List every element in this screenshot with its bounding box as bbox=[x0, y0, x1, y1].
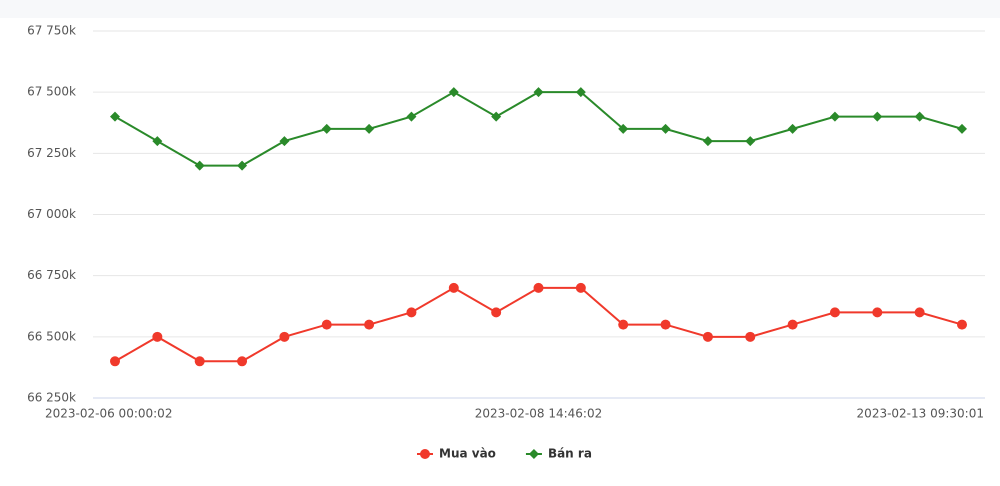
point bbox=[702, 331, 713, 342]
point bbox=[279, 331, 290, 342]
point bbox=[110, 111, 120, 122]
point bbox=[237, 160, 248, 171]
point bbox=[152, 331, 163, 342]
point bbox=[321, 319, 332, 330]
y-tick-label: 67 500k bbox=[27, 85, 76, 99]
point bbox=[702, 136, 713, 147]
point bbox=[491, 111, 502, 122]
point bbox=[660, 319, 671, 330]
point bbox=[406, 307, 417, 318]
point bbox=[957, 319, 967, 330]
point bbox=[194, 356, 205, 367]
point bbox=[745, 331, 756, 342]
point bbox=[448, 282, 459, 293]
legend-label: Mua vào bbox=[439, 447, 496, 461]
legend-marker bbox=[528, 449, 539, 459]
point bbox=[406, 111, 417, 122]
point bbox=[152, 136, 163, 147]
y-tick-label: 66 250k bbox=[27, 391, 76, 405]
point bbox=[957, 123, 967, 134]
point bbox=[575, 282, 586, 293]
point bbox=[364, 123, 375, 134]
point bbox=[194, 160, 205, 171]
point bbox=[618, 123, 629, 134]
point bbox=[829, 111, 840, 122]
y-tick-label: 66 500k bbox=[27, 329, 76, 343]
point bbox=[872, 307, 883, 318]
top-strip bbox=[0, 0, 1000, 18]
point bbox=[448, 87, 459, 98]
point bbox=[829, 307, 840, 318]
point bbox=[491, 307, 502, 318]
point bbox=[533, 87, 544, 98]
point bbox=[321, 123, 332, 134]
series-line bbox=[114, 286, 963, 363]
y-tick-label: 67 000k bbox=[27, 207, 76, 221]
y-tick-label: 67 750k bbox=[27, 24, 76, 38]
point bbox=[237, 356, 248, 367]
legend: Mua vào Bán ra bbox=[417, 447, 592, 461]
point bbox=[914, 111, 925, 122]
point bbox=[533, 282, 544, 293]
point bbox=[872, 111, 883, 122]
x-tick-label: 2023-02-13 09:30:01 bbox=[857, 407, 984, 421]
point bbox=[618, 319, 629, 330]
point bbox=[660, 123, 671, 134]
point bbox=[914, 307, 925, 318]
point bbox=[279, 136, 290, 147]
x-tick-label: 2023-02-08 14:46:02 bbox=[475, 407, 602, 421]
legend-marker bbox=[420, 449, 430, 459]
point bbox=[364, 319, 375, 330]
series-line bbox=[114, 91, 963, 167]
x-tick-label: 2023-02-06 00:00:02 bbox=[45, 407, 172, 421]
legend-label: Bán ra bbox=[548, 447, 592, 461]
point bbox=[575, 87, 586, 98]
point bbox=[787, 123, 798, 134]
point bbox=[787, 319, 798, 330]
y-tick-label: 66 750k bbox=[27, 268, 76, 282]
point bbox=[745, 136, 756, 147]
point bbox=[110, 356, 120, 367]
y-tick-label: 67 250k bbox=[27, 146, 76, 160]
